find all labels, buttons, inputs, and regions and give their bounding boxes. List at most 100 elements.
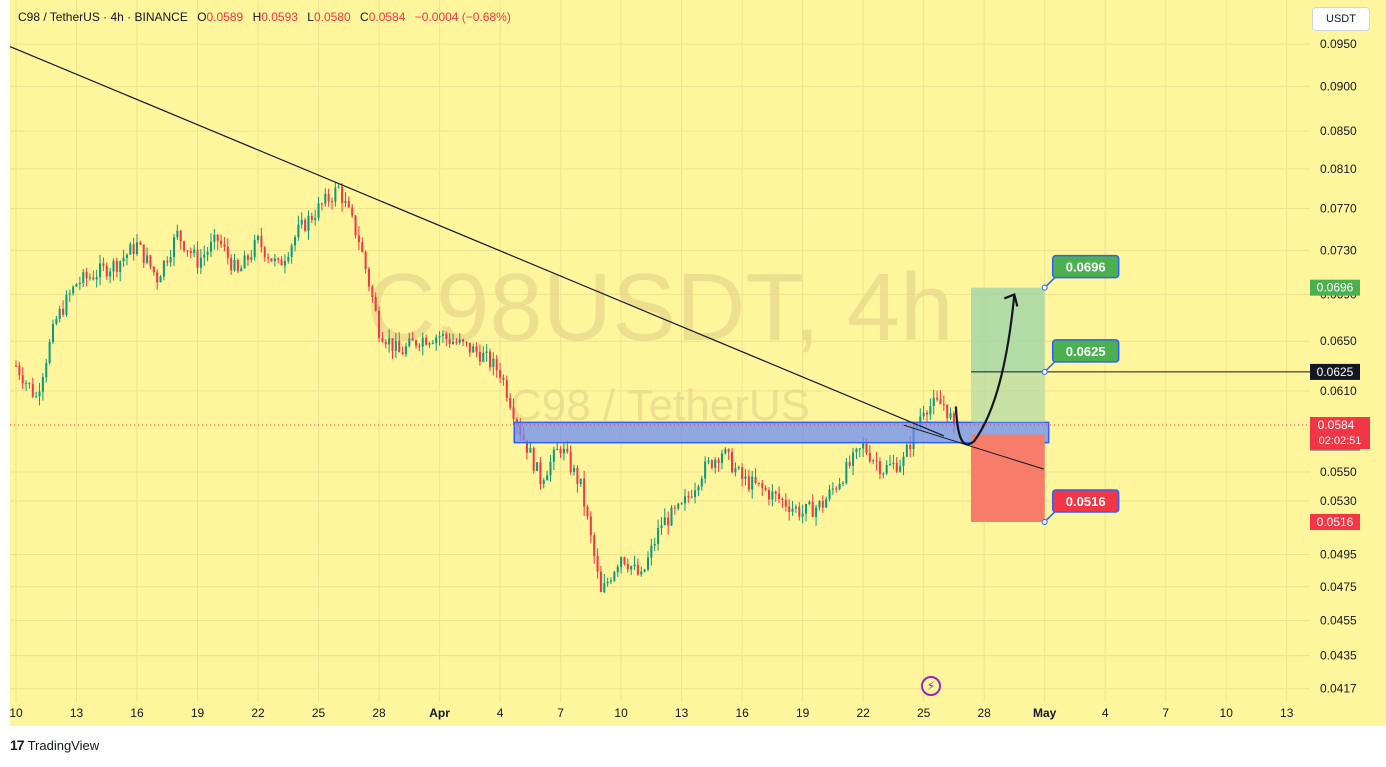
candle-body — [28, 382, 31, 384]
candle-body — [324, 193, 327, 204]
price-tick-label: 0.0417 — [1320, 682, 1357, 696]
projection-curve[interactable] — [954, 294, 1016, 446]
candle-body — [169, 257, 172, 263]
candle-body — [882, 473, 885, 475]
candle-body — [226, 246, 229, 258]
candle-body — [835, 488, 838, 490]
target-zone-lower[interactable] — [970, 371, 1045, 423]
trendline[interactable] — [9, 45, 945, 437]
candle-body — [855, 448, 858, 453]
candle-body — [559, 449, 562, 454]
candle-body — [253, 240, 256, 258]
price-tick-label: 0.0610 — [1320, 384, 1357, 398]
candle-body — [307, 215, 310, 231]
candle-body — [589, 516, 592, 536]
low-label: L — [307, 10, 314, 24]
candle-body — [899, 466, 902, 472]
candle-body — [717, 459, 720, 463]
candle-body — [670, 507, 673, 526]
currency-button[interactable]: USDT — [1312, 7, 1370, 31]
candle-body — [532, 448, 535, 471]
candle-body — [65, 294, 68, 315]
callout-anchor — [1041, 368, 1048, 375]
candle-body — [586, 506, 589, 517]
high-label: H — [253, 10, 262, 24]
candle-body — [132, 244, 135, 254]
candle-body — [216, 234, 219, 241]
candle-body — [475, 346, 478, 352]
time-tick-label: 10 — [614, 706, 628, 720]
candle-body — [552, 449, 555, 462]
candle-body — [667, 517, 670, 526]
candle-body — [630, 566, 633, 570]
candle-body — [152, 266, 155, 273]
candle-body — [186, 250, 189, 252]
callout-box — [1051, 339, 1120, 363]
candle-body — [677, 503, 680, 509]
candle-body — [909, 444, 912, 450]
high-value: 0.0593 — [261, 10, 298, 24]
callout-box — [1051, 489, 1120, 513]
candle-body — [156, 272, 159, 283]
callout-label: 0.0625 — [1066, 344, 1106, 359]
candle-body — [327, 193, 330, 202]
candle-body — [616, 566, 619, 573]
callout-label: 0.0516 — [1066, 494, 1106, 509]
candle-body — [492, 358, 495, 368]
candle-body — [764, 487, 767, 491]
candle-body — [542, 480, 545, 484]
candle-body — [478, 351, 481, 362]
candle-body — [902, 456, 905, 467]
candle-body — [744, 476, 747, 479]
candle-body — [51, 323, 54, 342]
candle-body — [317, 203, 320, 219]
change-value: −0.0004 (−0.68%) — [415, 10, 511, 24]
candle-body — [172, 237, 176, 258]
candle-body — [176, 230, 179, 238]
candle-body — [428, 343, 431, 345]
candle-body — [556, 449, 559, 451]
price-callout[interactable]: 0.0516 — [1041, 489, 1120, 525]
candle-body — [926, 412, 929, 415]
candle-body — [270, 258, 273, 262]
candle-body — [136, 242, 139, 254]
support-zone[interactable] — [513, 421, 1050, 444]
chart-header: C98 / TetherUS · 4h · BINANCE O0.0589 H0… — [18, 10, 511, 24]
time-tick-label: 13 — [1280, 706, 1294, 720]
price-marker-label: 0.0625 — [1317, 365, 1354, 379]
stop-zone[interactable] — [970, 434, 1045, 522]
candle-body — [304, 219, 307, 231]
candle-body — [485, 351, 488, 353]
candle-body — [815, 507, 818, 517]
drawings[interactable]: 0.0696 0.0625 0.0516 — [9, 45, 1310, 525]
projection-arrowhead — [1003, 292, 1019, 307]
candle-body — [283, 261, 286, 266]
time-tick-label: 28 — [372, 706, 386, 720]
candle-body — [509, 397, 512, 408]
current-price-marker — [1310, 417, 1370, 450]
price-callout[interactable]: 0.0696 — [1041, 254, 1120, 291]
target-zone[interactable] — [970, 287, 1045, 372]
close-value: 0.0584 — [369, 10, 406, 24]
candle-body — [236, 259, 239, 272]
candle-body — [825, 499, 828, 508]
candle-body — [784, 499, 787, 507]
current-price-label: 0.0584 — [1318, 418, 1355, 432]
candle-body — [398, 340, 401, 353]
candle-body — [277, 258, 280, 260]
candle-body — [458, 339, 461, 343]
time-axis[interactable]: 10 13 16 19 22 25 28 Apr 4 7 10 13 16 19 22 25 28 May 4 7 10… — [9, 706, 1293, 720]
tradingview-logo[interactable]: 17 TradingView — [10, 737, 99, 753]
trendline-extension[interactable] — [903, 424, 1044, 470]
candle-body — [771, 491, 774, 500]
candle-body — [546, 475, 549, 481]
candle-body — [794, 506, 797, 509]
lightning-icon[interactable]: ⚡ — [921, 676, 941, 696]
candle-body — [337, 186, 340, 188]
symbol-label: C98 / TetherUS · 4h · BINANCE — [18, 10, 188, 24]
price-callout[interactable]: 0.0625 — [1041, 339, 1120, 375]
price-tick-label: 0.0770 — [1320, 202, 1357, 216]
candle-body — [808, 501, 811, 505]
